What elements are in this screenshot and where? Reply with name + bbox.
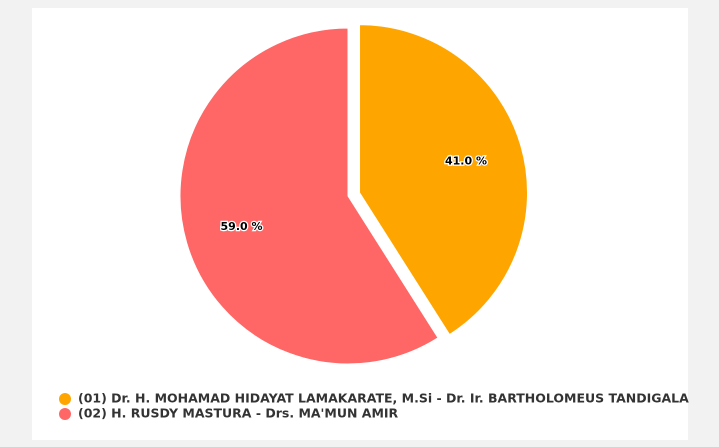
legend-label: (01) Dr. H. MOHAMAD HIDAYAT LAMAKARATE, …	[78, 391, 689, 406]
legend-marker	[59, 393, 71, 405]
pie-slice	[179, 27, 439, 365]
legend-label: (02) H. RUSDY MASTURA - Drs. MA'MUN AMIR	[78, 406, 399, 421]
data-label: 41.0 %	[445, 155, 487, 168]
data-label: 59.0 %	[221, 220, 263, 233]
pie-slice	[359, 24, 529, 336]
legend-marker	[59, 408, 71, 420]
